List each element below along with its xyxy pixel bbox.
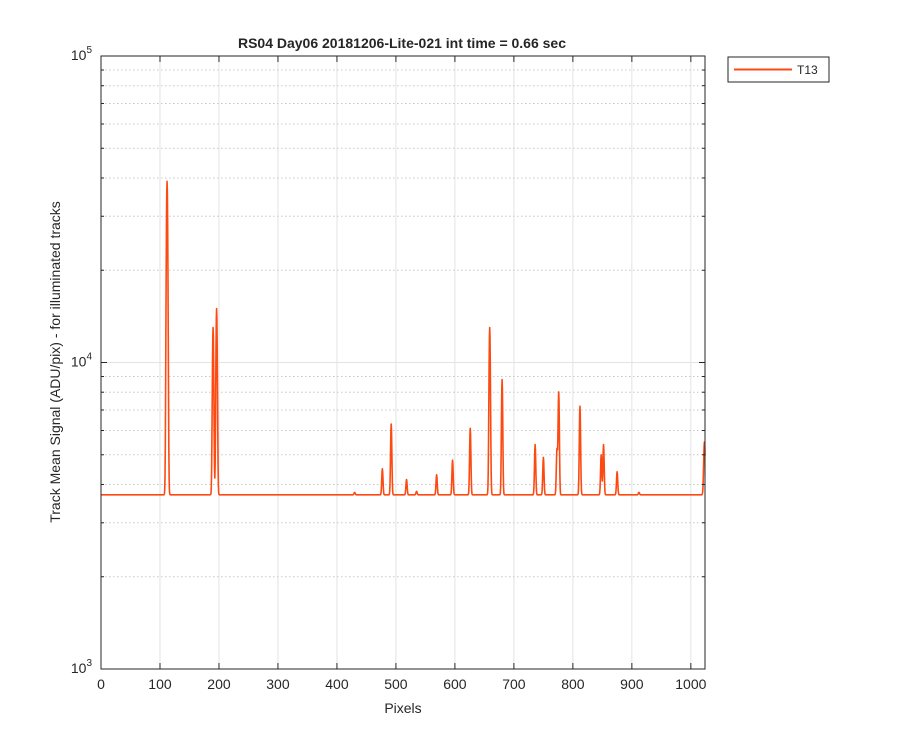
chart-title: RS04 Day06 20181206-Lite-021 int time = …: [238, 35, 566, 51]
y-tick-label: 104: [71, 352, 93, 370]
legend: T13: [727, 56, 830, 83]
x-tick-label: 600: [443, 676, 467, 692]
ticks: [100, 55, 705, 670]
y-tick-label: 105: [71, 45, 93, 63]
x-tick-label: 700: [502, 676, 526, 692]
x-tick-label: 900: [620, 676, 644, 692]
x-tick-label: 100: [148, 676, 172, 692]
x-tick-label: 500: [384, 676, 408, 692]
x-tick-label: 300: [266, 676, 290, 692]
series-line-T13: [100, 180, 706, 496]
y-axis-tick-labels: 103 104 105: [71, 45, 93, 676]
x-axis-label: Pixels: [384, 700, 421, 716]
legend-entry-T13: T13: [797, 63, 818, 77]
grid: [101, 56, 705, 669]
y-axis-label: Track Mean Signal (ADU/pix) - for illumi…: [47, 201, 63, 523]
x-tick-label: 0: [97, 676, 105, 692]
x-tick-label: 400: [325, 676, 349, 692]
y-tick-label: 103: [71, 658, 93, 676]
x-axis-tick-labels: 0 100 200 300 400 500 600 700 800 900 1000: [97, 676, 707, 692]
x-tick-label: 200: [207, 676, 231, 692]
plot-area: [100, 55, 706, 670]
x-tick-label: 800: [561, 676, 585, 692]
x-tick-label: 1000: [675, 676, 706, 692]
